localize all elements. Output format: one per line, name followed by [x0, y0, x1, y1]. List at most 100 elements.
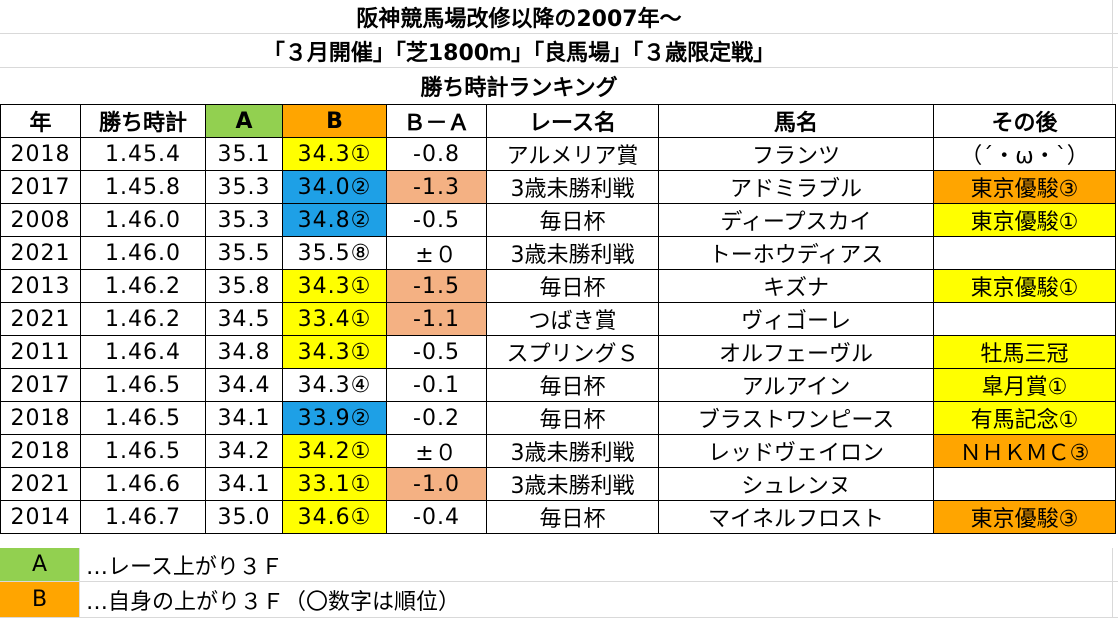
cell-race: 3歳未勝利戦: [486, 434, 659, 468]
cell-a: 34.1: [205, 401, 283, 435]
cell-b: 34.0②: [282, 170, 387, 204]
cell-after: 皐月賞①: [933, 368, 1116, 402]
cell-b: 34.2①: [282, 434, 387, 468]
cell-b: 34.6①: [282, 500, 387, 534]
cell-race: 毎日杯: [486, 500, 659, 534]
cell-horse: シュレンヌ: [658, 467, 934, 501]
cell-horse: レッドヴェイロン: [658, 434, 934, 468]
cell-diff: -0.8: [386, 137, 487, 171]
cell-race: つばき賞: [486, 302, 659, 336]
cell-a: 34.1: [205, 467, 283, 501]
cell-year: 2013: [0, 269, 81, 303]
cell-b: 34.3①: [282, 137, 387, 171]
legend-key-a: A: [0, 548, 80, 581]
cell-horse: アドミラブル: [658, 170, 934, 204]
cell-race: 3歳未勝利戦: [486, 236, 659, 270]
cell-year: 2018: [0, 137, 81, 171]
table-row: 2017 1.46.5 34.4 34.3④ -0.1 毎日杯 アルアイン 皐月賞①: [0, 368, 1116, 402]
cell-after: 牡馬三冠: [933, 335, 1116, 369]
cell-horse: アルアイン: [658, 368, 934, 402]
cell-time: 1.46.7: [80, 500, 206, 534]
cell-race: 毎日杯: [486, 203, 659, 237]
cell-a: 34.8: [205, 335, 283, 369]
cell-after: ＮＨＫＭＣ③: [933, 434, 1116, 468]
table-row: 2008 1.46.0 35.3 34.8② -0.5 毎日杯 ディープスカイ 東京優駿①: [0, 203, 1116, 237]
legend-row-a: A …レース上がり３Ｆ: [0, 548, 1118, 582]
legend-text-b: …自身の上がり３Ｆ（〇数字は順位）: [86, 589, 461, 615]
cell-diff: ±０: [386, 236, 487, 270]
legend-text-a: …レース上がり３Ｆ: [86, 554, 283, 580]
cell-time: 1.46.2: [80, 269, 206, 303]
title-text-3: 勝ち時計ランキング: [420, 76, 618, 101]
cell-diff: ±０: [386, 434, 487, 468]
cell-after: [933, 467, 1116, 501]
cell-diff: -1.3: [386, 170, 487, 204]
cell-race: 3歳未勝利戦: [486, 467, 659, 501]
cell-horse: オルフェーヴル: [658, 335, 934, 369]
cell-time: 1.46.0: [80, 203, 206, 237]
cell-year: 2021: [0, 236, 81, 270]
cell-a: 35.0: [205, 500, 283, 534]
cell-diff: -0.4: [386, 500, 487, 534]
cell-b: 34.8②: [282, 203, 387, 237]
table-row: 2013 1.46.2 35.8 34.3① -1.5 毎日杯 キズナ 東京優駿①: [0, 269, 1116, 303]
cell-horse: ヴィゴーレ: [658, 302, 934, 336]
cell-diff: -0.5: [386, 335, 487, 369]
cell-diff: -1.1: [386, 302, 487, 336]
cell-a: 35.3: [205, 170, 283, 204]
cell-time: 1.45.4: [80, 137, 206, 171]
cell-after: 東京優駿①: [933, 203, 1116, 237]
table-row: 2017 1.45.8 35.3 34.0② -1.3 3歳未勝利戦 アドミラブル 東京優駿③: [0, 170, 1116, 204]
cell-b: 34.3④: [282, 368, 387, 402]
table-row: 2018 1.46.5 34.1 33.9② -0.2 毎日杯 ブラストワンピース 有馬記念①: [0, 401, 1116, 435]
table-row: 2018 1.45.4 35.1 34.3① -0.8 アルメリア賞 フランツ （´・ω・`）: [0, 137, 1116, 171]
cell-after: 有馬記念①: [933, 401, 1116, 435]
cell-year: 2021: [0, 467, 81, 501]
cell-year: 2018: [0, 401, 81, 435]
header-year: 年: [0, 104, 81, 138]
cell-a: 34.5: [205, 302, 283, 336]
header-row: 年 勝ち時計 A B Ｂ－Ａ レース名 馬名 その後: [0, 104, 1116, 138]
cell-time: 1.46.0: [80, 236, 206, 270]
cell-after: 東京優駿①: [933, 269, 1116, 303]
cell-year: 2008: [0, 203, 81, 237]
cell-race: 3歳未勝利戦: [486, 170, 659, 204]
cell-time: 1.46.5: [80, 401, 206, 435]
cell-b: 33.1①: [282, 467, 387, 501]
cell-time: 1.46.2: [80, 302, 206, 336]
title-line-2: 「３月開催」「芝1800ｍ」「良馬場」「３歳限定戦」: [0, 34, 1118, 68]
cell-year: 2017: [0, 170, 81, 204]
cell-b: 33.4①: [282, 302, 387, 336]
legend-row-b: B …自身の上がり３Ｆ（〇数字は順位）: [0, 582, 1118, 618]
cell-time: 1.45.8: [80, 170, 206, 204]
cell-year: 2018: [0, 434, 81, 468]
cell-after: [933, 302, 1116, 336]
cell-b: 34.3①: [282, 269, 387, 303]
cell-b: 35.5⑧: [282, 236, 387, 270]
cell-horse: フランツ: [658, 137, 934, 171]
cell-race: 毎日杯: [486, 269, 659, 303]
table-row: 2021 1.46.2 34.5 33.4① -1.1 つばき賞 ヴィゴーレ: [0, 302, 1116, 336]
header-horse: 馬名: [658, 104, 934, 138]
ranking-table: 年 勝ち時計 A B Ｂ－Ａ レース名 馬名 その後 2018 1.45.4 35.…: [0, 104, 1116, 534]
cell-horse: トーホウディアス: [658, 236, 934, 270]
table-row: 2021 1.46.0 35.5 35.5⑧ ±０ 3歳未勝利戦 トーホウディアス: [0, 236, 1116, 270]
cell-race: 毎日杯: [486, 401, 659, 435]
cell-time: 1.46.5: [80, 368, 206, 402]
cell-diff: -0.5: [386, 203, 487, 237]
cell-after: （´・ω・`）: [933, 137, 1116, 171]
cell-diff: -0.2: [386, 401, 487, 435]
cell-b: 33.9②: [282, 401, 387, 435]
cell-year: 2021: [0, 302, 81, 336]
table-row: 2014 1.46.7 35.0 34.6① -0.4 毎日杯 マイネルフロスト 東京優駿③: [0, 500, 1116, 534]
table-row: 2011 1.46.4 34.8 34.3① -0.5 スプリングＳ オルフェーヴル 牡馬三冠: [0, 335, 1116, 369]
legend-key-b: B: [0, 582, 80, 617]
cell-after: 東京優駿③: [933, 170, 1116, 204]
cell-time: 1.46.6: [80, 467, 206, 501]
gridline: [1112, 548, 1113, 618]
cell-after: 東京優駿③: [933, 500, 1116, 534]
title-text-1: 阪神競馬場改修以降の2007年～: [356, 6, 682, 32]
cell-race: アルメリア賞: [486, 137, 659, 171]
cell-horse: キズナ: [658, 269, 934, 303]
